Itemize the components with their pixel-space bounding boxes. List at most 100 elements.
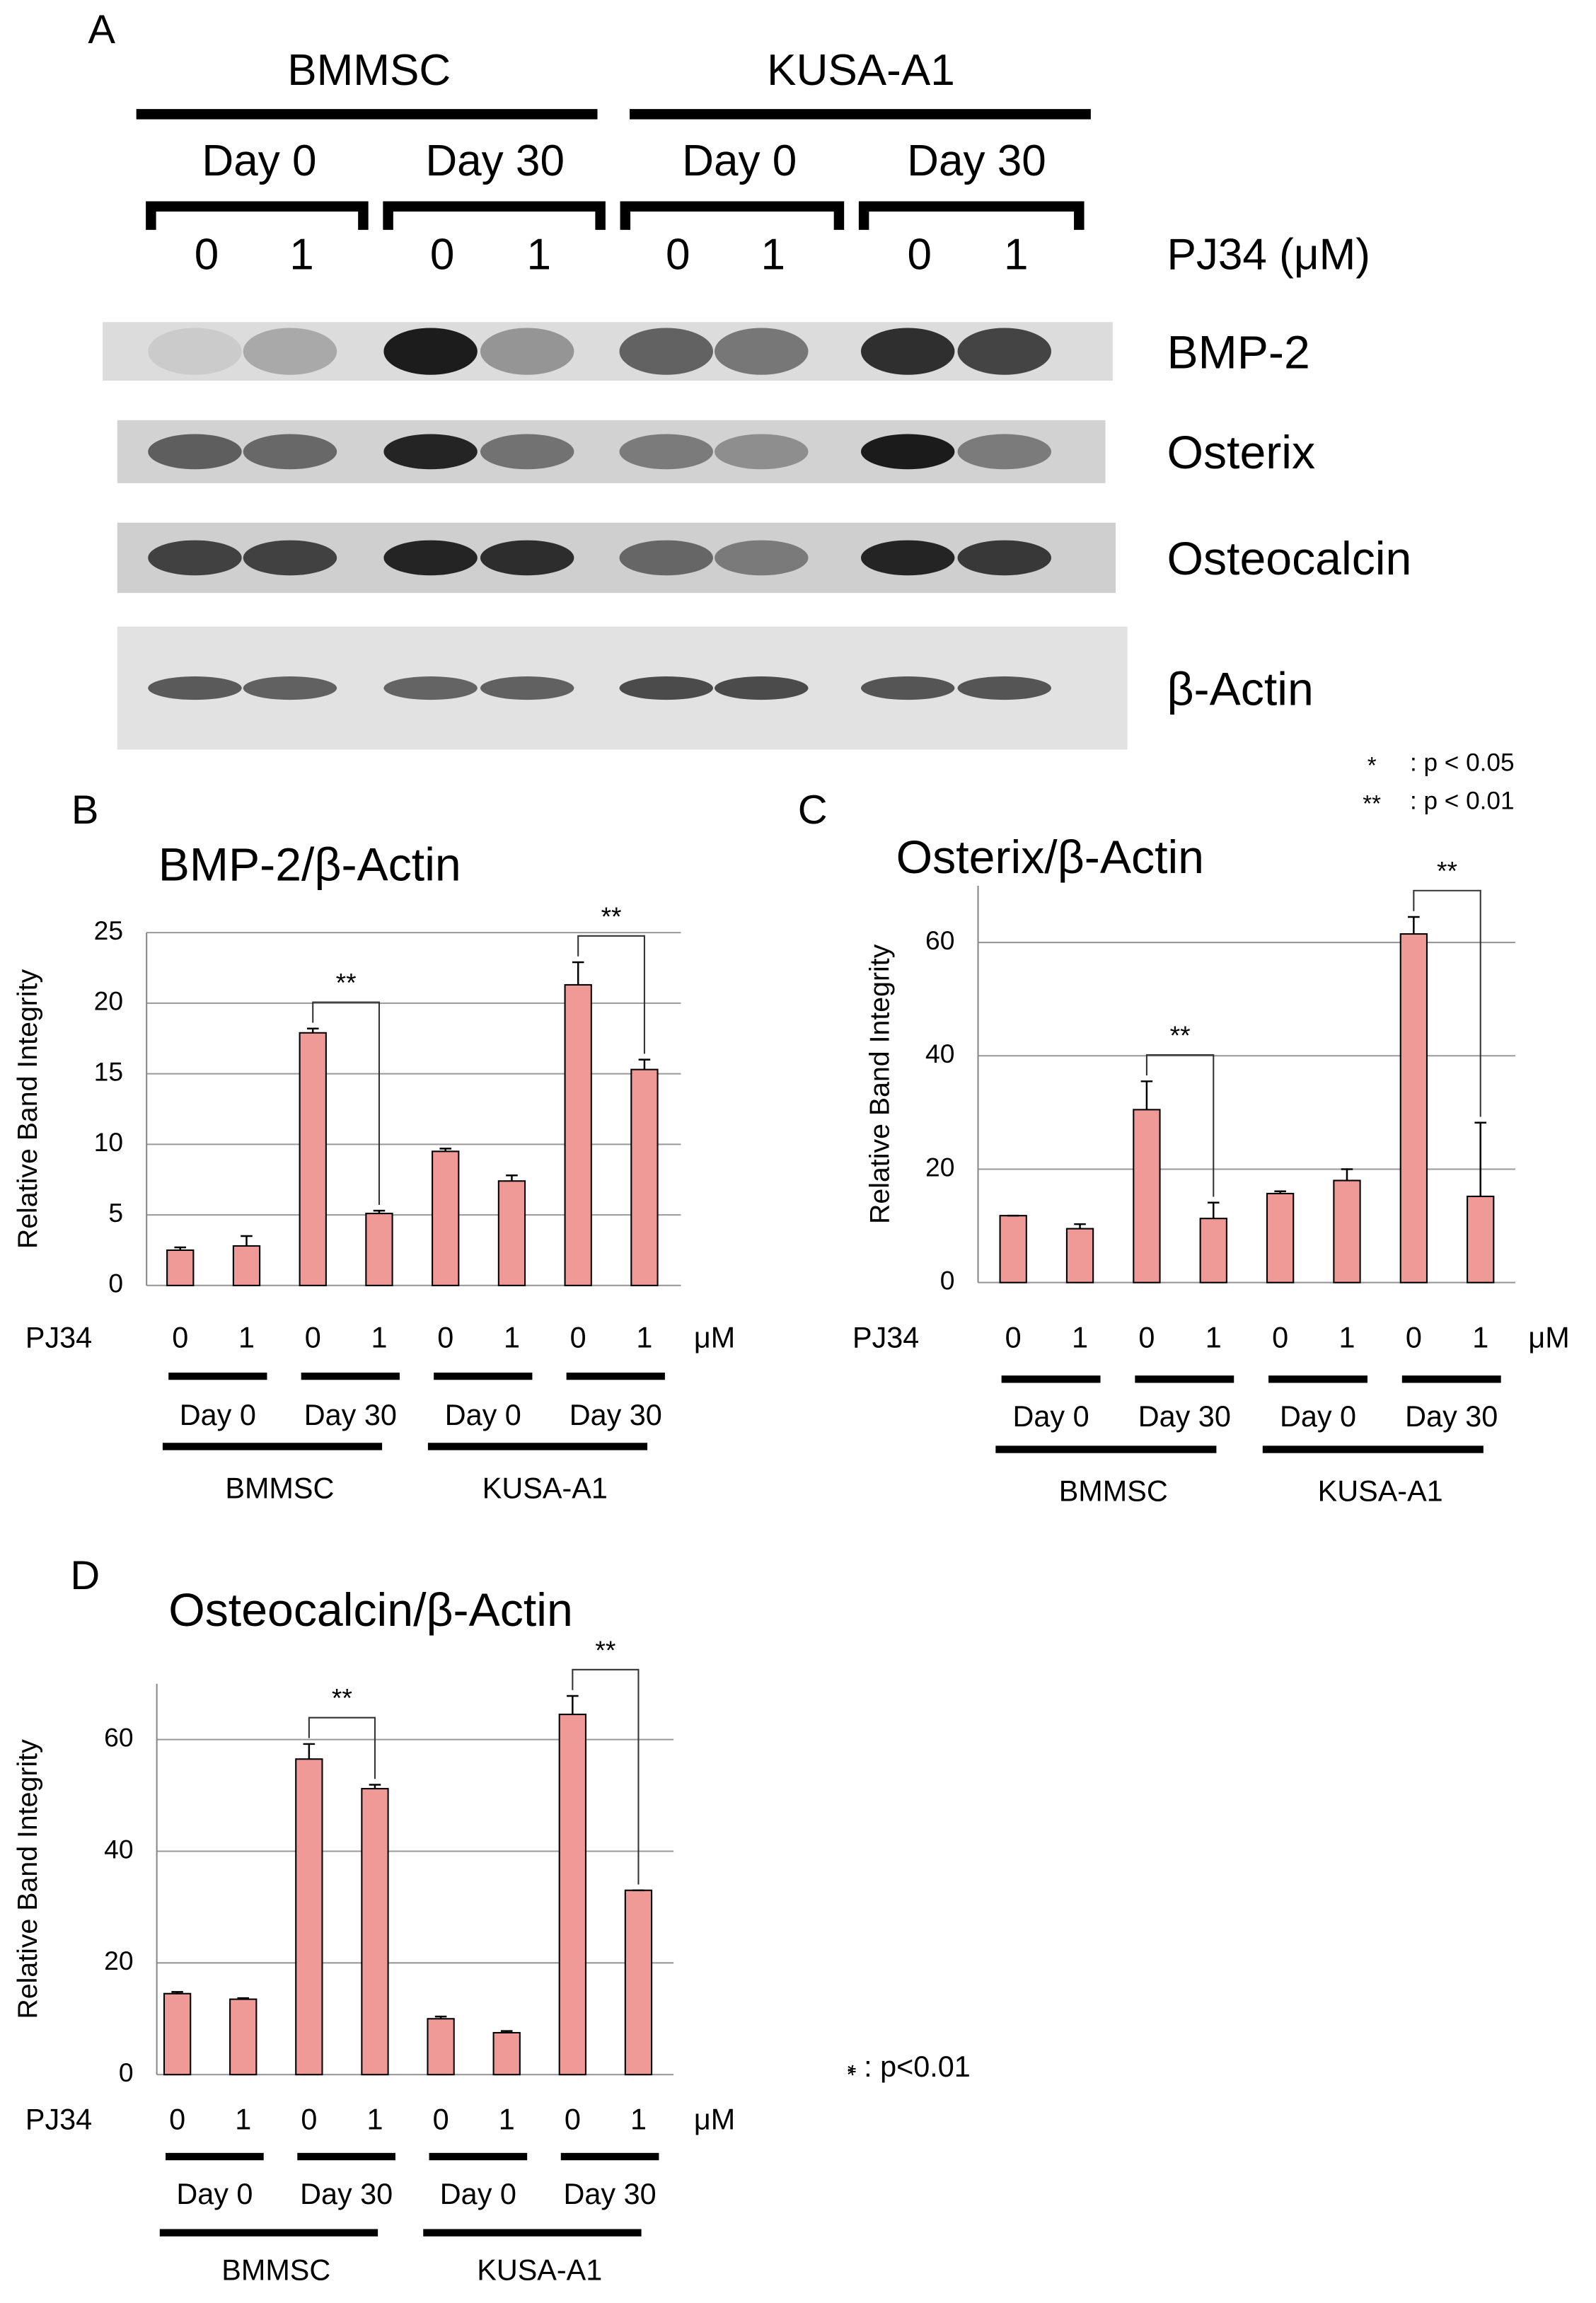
x-tick-label: 0 <box>433 2103 449 2135</box>
blot-band <box>860 328 955 375</box>
blot-band <box>715 434 809 470</box>
cell-group-label: BMMSC <box>225 1472 334 1504</box>
blot-band <box>148 676 242 700</box>
day-group-label: Day 30 <box>300 2178 393 2210</box>
bar <box>492 2031 521 2076</box>
blot-band <box>957 328 1051 375</box>
y-tick-label: 0 <box>119 2057 134 2087</box>
y-axis-label: Relative Band Integrity <box>12 1739 43 2019</box>
y-tick-label: 40 <box>104 1834 133 1864</box>
x-tick-label: 0 <box>437 1321 453 1353</box>
blot-band <box>480 328 574 375</box>
cell-group-label: KUSA-A1 <box>767 46 955 95</box>
y-tick-label: 5 <box>108 1198 123 1228</box>
blot-band <box>480 676 574 700</box>
x-prefix: PJ34 <box>25 2103 92 2135</box>
chart-title: BMP-2/β-Actin <box>158 839 461 891</box>
day-group-label: Day 0 <box>682 137 797 185</box>
blot-band <box>860 434 955 470</box>
significance-bracket <box>308 1716 376 1779</box>
chart-title: Osteocalcin/β-Actin <box>168 1584 573 1637</box>
day-group-label: Day 0 <box>202 137 316 185</box>
note-text: : p<0.01 <box>864 2050 971 2083</box>
dose-label: 1 <box>289 231 314 279</box>
panel-letter: D <box>70 1553 100 1598</box>
note-symbol: ** <box>835 2065 860 2076</box>
bar <box>1399 933 1428 1283</box>
error-bar <box>303 1743 316 1760</box>
x-tick-label: 0 <box>1272 1321 1288 1353</box>
bar <box>1065 1228 1094 1283</box>
day-group-label: Day 0 <box>445 1399 521 1431</box>
bar <box>295 1758 323 2076</box>
x-prefix: PJ34 <box>25 1321 92 1353</box>
day-group-label: Day 30 <box>1138 1400 1231 1433</box>
y-axis-label: Relative Band Integrity <box>864 944 895 1224</box>
day-group-label: Day 0 <box>180 1399 256 1431</box>
x-tick-label: 0 <box>305 1321 321 1353</box>
day-group-label: Day 30 <box>907 137 1046 185</box>
significance-bracket <box>577 935 645 1054</box>
x-tick-label: 1 <box>371 1321 387 1353</box>
y-axis-label: Relative Band Integrity <box>12 969 43 1249</box>
blot-band <box>715 328 809 375</box>
blot-band <box>957 676 1051 700</box>
bar <box>624 1889 653 2076</box>
dose-axis-label: PJ34 (μM) <box>1167 231 1370 279</box>
significance-bracket <box>1145 1054 1215 1197</box>
y-tick-label: 20 <box>925 1152 954 1182</box>
blot-band <box>383 328 478 375</box>
blot-band <box>715 676 809 700</box>
y-tick-label: 15 <box>94 1056 123 1086</box>
day-group-label: Day 30 <box>569 1399 662 1431</box>
significance-label: ** <box>336 968 357 998</box>
dose-label: 0 <box>195 231 219 279</box>
blot-band <box>619 676 713 700</box>
significance-bracket <box>312 1001 381 1205</box>
significance-label: ** <box>332 1683 352 1713</box>
x-tick-label: 1 <box>235 2103 251 2135</box>
x-prefix: PJ34 <box>852 1321 919 1353</box>
error-bar <box>567 1695 579 1715</box>
blot-band <box>243 676 337 700</box>
error-bar <box>1140 1080 1153 1110</box>
x-tick-label: 0 <box>301 2103 317 2135</box>
day-group-label: Day 30 <box>1405 1400 1498 1433</box>
blot-band <box>957 540 1051 576</box>
error-bar <box>500 2030 513 2033</box>
significance-label: ** <box>1170 1020 1191 1050</box>
blot-row-label: Osteocalcin <box>1167 533 1411 585</box>
cell-group-label: BMMSC <box>221 2253 330 2286</box>
bar <box>163 1992 192 2076</box>
x-unit: μM <box>694 2103 735 2135</box>
x-tick-label: 1 <box>636 1321 652 1353</box>
bracket <box>146 201 369 230</box>
error-bar <box>306 1027 319 1033</box>
blot-band <box>243 328 337 375</box>
cell-group-label: KUSA-A1 <box>482 1472 608 1504</box>
blot-band <box>148 540 242 576</box>
y-tick-label: 60 <box>104 1722 133 1752</box>
y-tick-label: 25 <box>94 916 123 945</box>
error-bar <box>171 1991 183 1994</box>
dose-label: 0 <box>666 231 690 279</box>
x-tick-label: 1 <box>1072 1321 1088 1353</box>
bar <box>564 983 592 1286</box>
dose-label: 1 <box>1004 231 1029 279</box>
blot-band <box>619 540 713 576</box>
x-tick-label: 1 <box>499 2103 515 2135</box>
error-bar <box>1274 1190 1286 1194</box>
bar <box>229 1998 258 2076</box>
x-tick-label: 0 <box>1005 1321 1022 1353</box>
error-bar <box>1341 1168 1353 1181</box>
dose-label: 1 <box>526 231 551 279</box>
error-bar <box>434 2015 447 2019</box>
cell-group-label: KUSA-A1 <box>477 2253 602 2286</box>
day-group-label: Day 0 <box>1013 1400 1089 1433</box>
x-tick-label: 0 <box>172 1321 188 1353</box>
bar <box>232 1245 261 1286</box>
blot-band <box>619 434 713 470</box>
panel-letter: B <box>71 787 99 833</box>
bracket <box>620 201 845 230</box>
